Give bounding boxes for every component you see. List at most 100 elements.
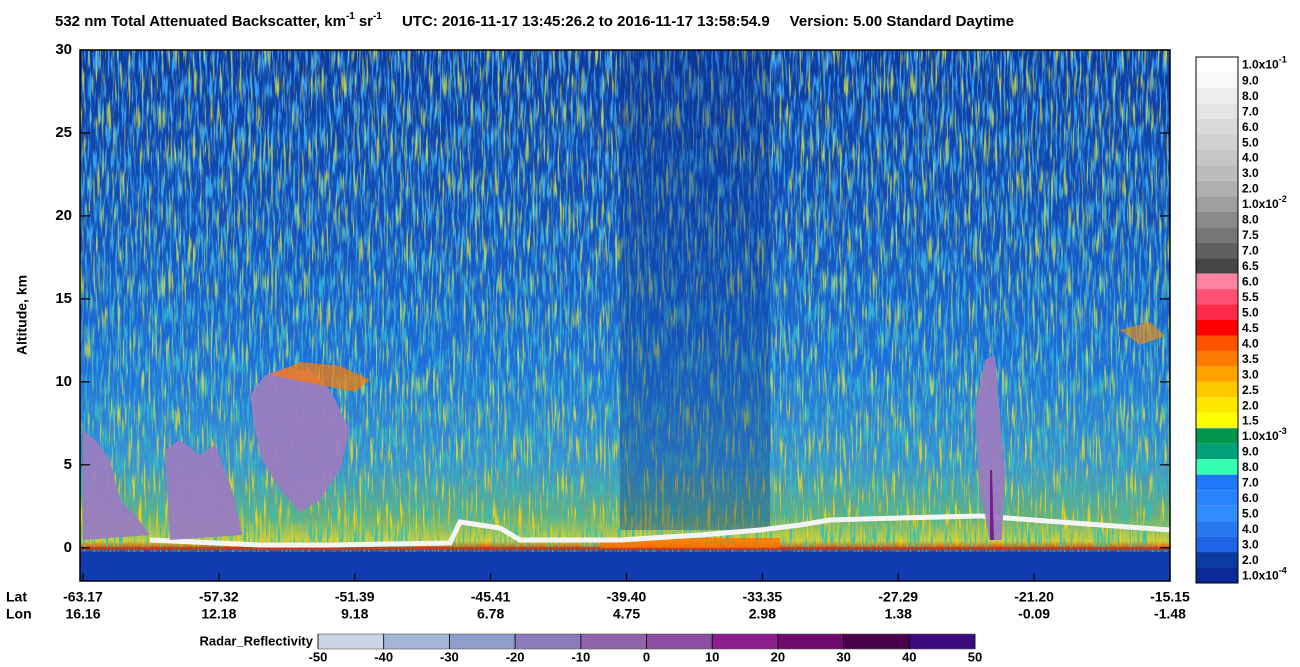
y-tick-label: 0 [64,539,72,556]
colorbar-swatch [1196,443,1238,460]
colorbar-label: 7.0 [1242,476,1259,490]
colorbar-swatch [1196,552,1238,568]
colorbar-swatch [1196,211,1238,228]
colorbar-frame [1195,56,1239,584]
colorbar-label: 8.0 [1242,89,1259,103]
colorbar-swatch [1196,196,1238,212]
colorbar-label-base: 1.0x10 [1242,197,1279,211]
colorbar-swatch [1196,428,1238,444]
title-exponent: -1 [373,11,382,22]
colorbar-swatch [1196,304,1238,320]
x-tick-label: 4.75 [613,606,640,622]
radar-colorbar-swatch [383,633,450,650]
radar-tick-label: -40 [374,649,393,664]
radar-tick-label: 20 [771,649,785,664]
radar-tick-label: -20 [506,649,525,664]
colorbar-label-base: 1.0x10 [1242,568,1279,582]
title-version: Version: 5.00 Standard Daytime [790,13,1014,30]
y-tick-label: 10 [55,373,72,390]
x-tick-label: -45.41 [471,589,511,605]
radar-colorbar-swatch [843,633,910,650]
colorbar-label: 8.0 [1242,460,1259,474]
colorbar-swatch [1196,118,1238,135]
radar-tick-label: -30 [440,649,459,664]
colorbar-swatch [1196,459,1238,475]
colorbar-label: 6.0 [1242,274,1259,288]
colorbar-label: 9.0 [1242,73,1259,87]
x-row-name: Lat [6,589,27,605]
colorbar-label-exponent: -1 [1279,55,1287,65]
x-tick-label: -57.32 [199,589,239,605]
x-tick-label: 16.16 [65,606,100,622]
colorbar-swatch [1196,227,1238,243]
colorbar-label-exponent: -4 [1279,566,1287,576]
colorbar-swatch [1196,242,1238,259]
colorbar-swatch [1196,134,1238,150]
colorbar-label: 5.0 [1242,305,1259,319]
x-tick-label: 6.78 [477,606,504,622]
title-quantity: 532 nm Total Attenuated Backscatter, km [55,13,346,30]
colorbar-label: 4.0 [1242,151,1259,165]
colorbar-swatch [1196,412,1238,429]
colorbar-label: 4.0 [1242,522,1259,536]
colorbar-label-base: 1.0x10 [1242,429,1279,443]
colorbar-label: 2.0 [1242,553,1259,567]
radar-tick-label: -10 [571,649,590,664]
colorbar-label: 4.0 [1242,336,1259,350]
colorbar-label: 1.0x10-4 [1242,566,1287,583]
colorbar-label: 6.0 [1242,491,1259,505]
chart-title: 532 nm Total Attenuated Backscatter, km -… [55,11,1014,30]
backscatter-colorbar: 1.0x10-19.08.07.06.05.04.03.02.01.0x10-2… [1195,55,1287,584]
colorbar-label-base: 1.0x10 [1242,58,1279,72]
radar-tick-label: 10 [705,649,719,664]
colorbar-label: 4.5 [1242,321,1259,335]
x-tick-label: -51.39 [335,589,375,605]
colorbar-swatch [1196,57,1238,73]
backscatter-image [80,50,1170,581]
radar-colorbar-swatch [777,633,844,650]
colorbar-label: 6.0 [1242,120,1259,134]
x-tick-label: -0.09 [1018,606,1050,622]
colorbar-label-exponent: -3 [1279,426,1287,436]
y-tick-label: 20 [55,207,72,224]
colorbar-label: 2.5 [1242,383,1259,397]
colorbar-label: 3.0 [1242,537,1259,551]
title-time-range: UTC: 2016-11-17 13:45:26.2 to 2016-11-17… [402,13,770,30]
colorbar-swatch [1196,381,1238,398]
radar-tick-label: 40 [902,649,916,664]
radar-colorbar-swatch [908,633,976,650]
colorbar-swatch [1196,350,1238,367]
colorbar-swatch [1196,180,1238,197]
colorbar-label: 5.5 [1242,290,1259,304]
radar-colorbar-swatch [580,633,647,650]
colorbar-label: 2.0 [1242,398,1259,412]
colorbar-swatch [1196,567,1238,583]
x-tick-label: -63.17 [63,589,103,605]
colorbar-label: 3.0 [1242,367,1259,381]
colorbar-label: 3.5 [1242,352,1259,366]
colorbar-label: 5.0 [1242,135,1259,149]
colorbar-swatch [1196,72,1238,88]
radar-tick-label: 0 [643,649,650,664]
colorbar-swatch [1196,149,1238,166]
colorbar-swatch [1196,258,1238,274]
radar-colorbar-swatch [449,633,516,650]
colorbar-swatch [1196,335,1238,351]
y-tick-label: 25 [55,124,72,141]
colorbar-label: 7.0 [1242,104,1259,118]
y-tick-label: 15 [55,290,72,307]
radar-colorbar-swatch [646,633,713,650]
colorbar-swatch [1196,366,1238,382]
colorbar-swatch [1196,320,1238,336]
colorbar-label: 1.0x10-1 [1242,55,1287,72]
colorbar-swatch [1196,165,1238,181]
colorbar-swatch [1196,490,1238,506]
y-axis-label: Altitude, km [14,275,30,355]
title-unit: sr [359,13,373,30]
plot-frame [79,49,1171,582]
colorbar-label: 7.0 [1242,244,1259,258]
colorbar-swatch [1196,397,1238,413]
x-row-name: Lon [6,606,32,622]
y-tick-label: 5 [64,456,72,473]
